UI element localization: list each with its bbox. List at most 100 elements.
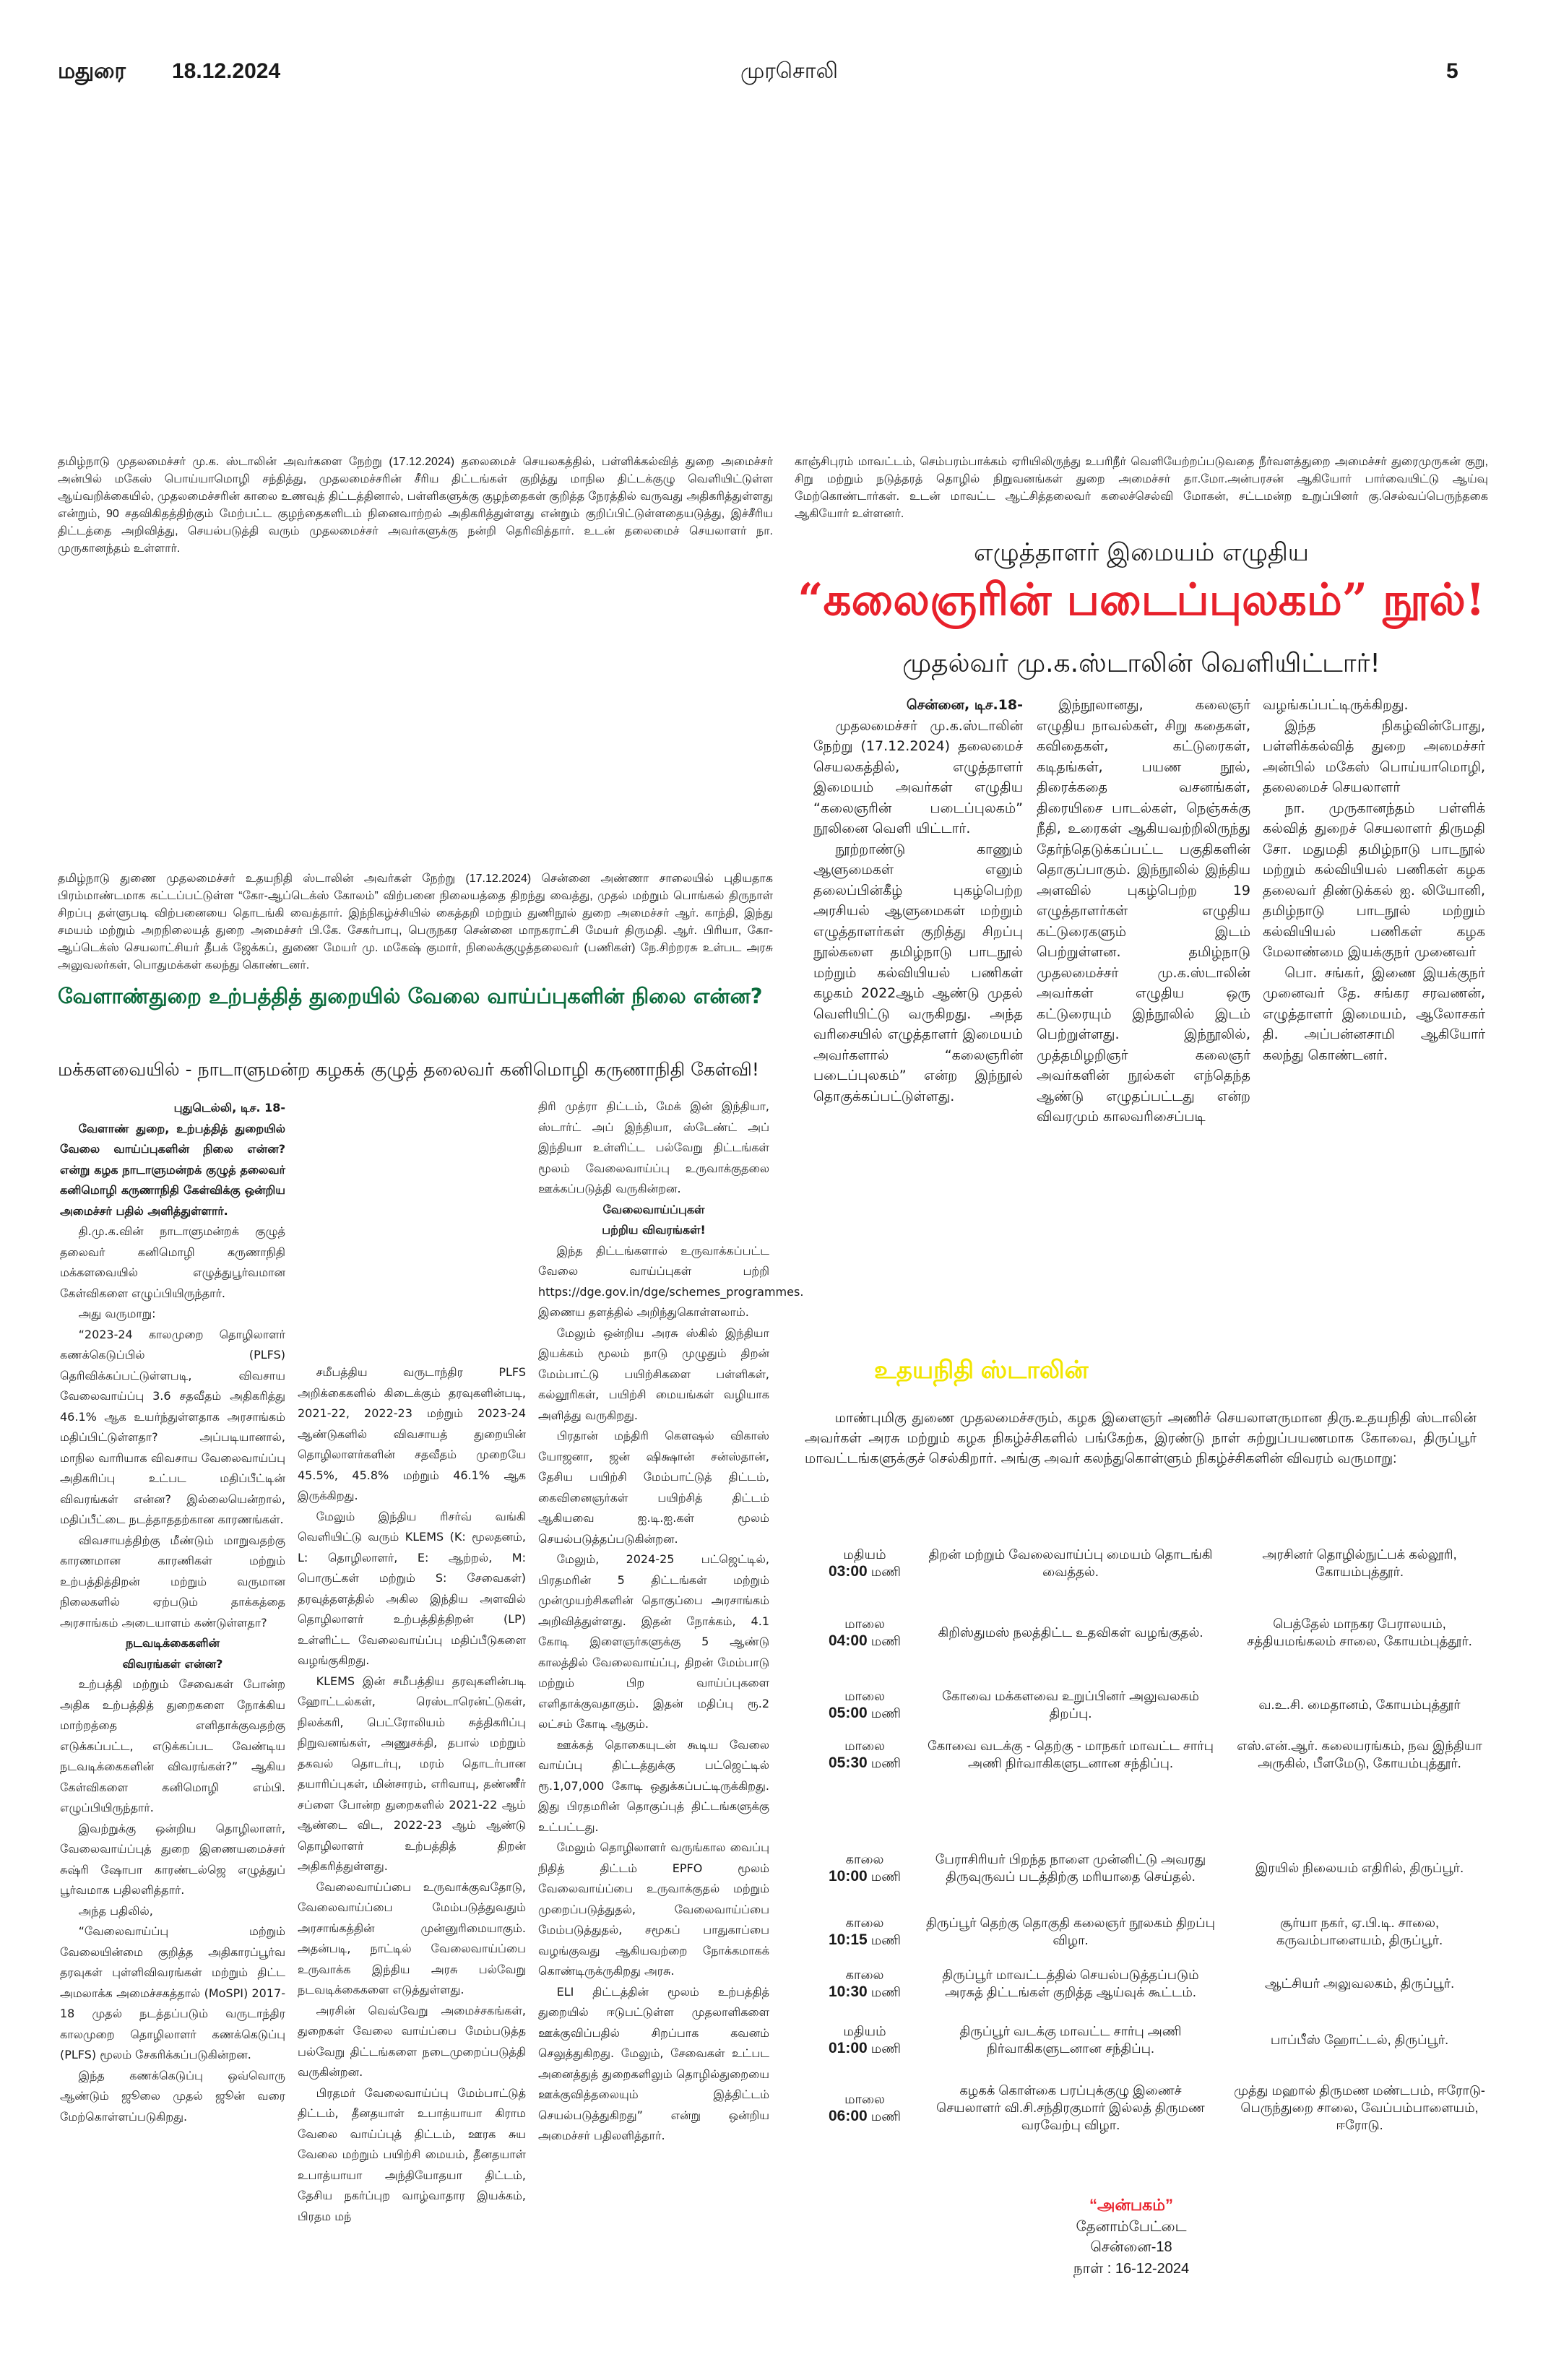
schedule-period: காலை [845,1852,884,1866]
schedule-venue: முத்து மஹால் திருமண மண்டபம், ஈரோடு-பெருந… [1234,2083,1485,2132]
paragraph: இந்நூலானது, கலைஞர் எழுதிய நாவல்கள், சிறு… [1037,697,1250,1125]
schedule-clock: 01:00 [829,2040,868,2056]
paragraph: மேலும், 2024-25 பட்ஜெட்டில், பிரதமரின் 5… [538,1552,769,1731]
paragraph: பொ. சங்கர், இணை இயக்குநர் முனைவர் தே. சங… [1263,964,1485,1063]
schedule-period: மாலை [844,1739,885,1753]
schedule-venue: பெத்தேல் மாநகர பேராலயம், சத்தியமங்கலம் ச… [1247,1617,1472,1648]
schedule-unit: மணி [870,1869,901,1884]
paragraph: “வேலைவாய்ப்பு மற்றும் வேலையின்மை குறித்த… [60,1924,285,2061]
schedule-clock: 04:00 [829,1632,868,1649]
schedule-event: திருப்பூர் வடக்கு மாவட்ட சார்பு அணி நிர்… [959,2024,1182,2056]
schedule-period: மதியம் [843,1547,886,1562]
schedule-row: மதியம் 03:00 மணி திறன் மற்றும் வேலைவாய்ப்ப… [803,1546,1497,1580]
paragraph: அது வருமாறு: [78,1307,156,1320]
paragraph: இந்த திட்டங்களால் உருவாக்கப்பட்ட வேலை வா… [538,1243,804,1320]
employment-subheadline-wrap: மக்களவையில் - நாடாளுமன்ற கழகக் குழுத் தல… [58,1059,773,1083]
book-article-headline: “கலைஞரின் படைப்புலகம்” நூல்! [798,574,1485,626]
schedule-row: மாலை 05:00 மணி கோவை மக்களவை உறுப்பினர் அலு… [803,1687,1497,1722]
schedule-clock: 06:00 [829,2108,868,2124]
schedule-event: திறன் மற்றும் வேலைவாய்ப்பு மையம் தொடங்கி… [928,1547,1213,1579]
photo-caption-chembarambakkam: காஞ்சிபுரம் மாவட்டம், செம்பரம்பாக்கம் ஏர… [795,456,1488,520]
paragraph: மேலும் ஒன்றிய அரசு ஸ்கில் இந்தியா இயக்கம… [538,1325,769,1422]
schedule-clock: 05:00 [829,1705,868,1721]
paragraph: அந்த பதிலில், [78,1903,153,1918]
schedule-unit: மணி [870,1634,901,1648]
paragraph: இவற்றுக்கு ஒன்றிய தொழிலாளர், வேலைவாய்ப்ப… [60,1821,285,1897]
schedule-event: கழகக் கொள்கை பரப்புக்குழு இணைச் செயலாளர்… [936,2083,1205,2132]
page-number: 5 [1446,59,1458,83]
subheading: வேலைவாய்ப்புகள் [602,1202,705,1216]
schedule-time: மதியம் 01:00 மணி [803,2022,926,2057]
paragraph: வழங்கப்பட்டிருக்கிறது. [1263,697,1409,713]
paragraph: “2023-24 காலமுறை தொழிலாளர் கணக்கெடுப்பில… [60,1327,285,1527]
schedule-time: மாலை 06:00 மணி [803,2090,926,2125]
schedule-period: மாலை [844,1617,885,1631]
subheading: விவரங்கள் என்ன? [122,1656,223,1671]
masthead: முரசொலி [740,59,838,83]
schedule-unit: மணி [870,2109,901,2124]
schedule-venue: எஸ்.என்.ஆர். கலையரங்கம், நவ இந்தியா அருக… [1237,1739,1482,1770]
book-article-column-3: வழங்கப்பட்டிருக்கிறது. இந்த நிகழ்வின்போது… [1263,695,1485,1065]
paragraph: ஊக்கத் தொகையுடன் கூடிய வேலை வாய்ப்பு திட… [538,1737,769,1834]
schedule-heading: உதயநிதி ஸ்டாலின் [874,1356,1089,1384]
subheading: நடவடிக்கைகளின் [125,1636,220,1650]
book-article-column-1: சென்னை, டிச.18- முதலமைச்சர் மு.க.ஸ்டாலின… [813,695,1023,1107]
employment-column-3: திரி முத்ரா திட்டம், மேக் இன் இந்தியா, ஸ… [538,1096,804,2147]
footer-date: நாள் : 16-12-2024 [987,2261,1276,2279]
paragraph: நூற்றாண்டு காணும் ஆளுமைகள் எனும் தலைப்பி… [813,841,1023,1104]
schedule-row: மதியம் 01:00 மணி திருப்பூர் வடக்கு மாவட்ட … [803,2022,1497,2057]
paragraph: விவசாயத்திற்கு மீண்டும் மாறுவதற்கு காரணம… [60,1533,285,1630]
schedule-unit: மணி [870,1706,901,1721]
schedule-event: பேராசிரியர் பிறந்த நாளை முன்னிட்டு அவரது… [935,1852,1206,1884]
photo-caption-education: தமிழ்நாடு முதலமைச்சர் மு.க. ஸ்டாலின் அவர… [58,456,773,555]
photo-caption-cooptex: தமிழ்நாடு துணை முதலமைச்சர் உதயநிதி ஸ்டால… [58,873,774,972]
paragraph: உற்பத்தி மற்றும் சேவைகள் போன்ற அதிக உற்ப… [60,1677,285,1814]
paragraph: வேளாண் துறை, உற்பத்தித் துறையில் வேலை வா… [60,1121,285,1218]
footer-area: தேனாம்பேட்டை [1076,2219,1187,2235]
schedule-time: மாலை 05:30 மணி [803,1737,926,1772]
schedule-period: காலை [845,1916,884,1930]
paragraph: KLEMS இன் சமீபத்திய தரவுகளின்படி ஹோட்டல்… [298,1674,526,1874]
paragraph: அரசின் வெவ்வேறு அமைச்சகங்கள், துறைகள் வே… [298,2003,526,2080]
paragraph: மேலும் தொழிலாளர் வருங்கால வைப்பு நிதித் … [538,1840,769,1978]
employment-subheadline: மக்களவையில் - நாடாளுமன்ற கழகக் குழுத் தல… [58,1059,759,1080]
schedule-venue: அரசினர் தொழில்நுட்பக் கல்லூரி, கோயம்புத்… [1262,1547,1457,1579]
footer-date-label: நாள் : [1073,2261,1112,2277]
schedule-period: மாலை [844,1689,885,1703]
schedule-time: காலை 10:15 மணி [803,1914,926,1949]
schedule-venue: வ.உ.சி. மைதானம், கோயம்புத்தூர் [1258,1697,1461,1712]
schedule-unit: மணி [870,2041,901,2056]
book-article-headline-wrap: “கலைஞரின் படைப்புலகம்” நூல்! [795,574,1488,631]
employment-headline-wrap: வேளாண்துறை உற்பத்தித் துறையில் வேலை வாய்… [58,984,773,1011]
schedule-unit: மணி [870,1756,901,1770]
book-article-dateline: சென்னை, டிச.18- [906,697,1023,713]
book-article-column-2: இந்நூலானது, கலைஞர் எழுதிய நாவல்கள், சிறு… [1037,695,1250,1128]
paragraph: நா. முருகானந்தம் பள்ளிக் கல்வித் துறைச் … [1263,800,1485,961]
schedule-time: காலை 10:00 மணி [803,1851,926,1885]
book-article-subheadline: முதல்வர் மு.க.ஸ்டாலின் வெளியிட்டார்! [902,649,1380,678]
schedule-unit: மணி [870,1933,901,1947]
subheading: பற்றிய விவரங்கள்! [602,1223,706,1237]
schedule-time: காலை 10:30 மணி [803,1966,926,2001]
paragraph: திரி முத்ரா திட்டம், மேக் இன் இந்தியா, ஸ… [538,1099,769,1195]
schedule-time: மாலை 04:00 மணி [803,1615,926,1650]
paragraph: வேலைவாய்ப்பை உருவாக்குவதோடு, வேலைவாய்ப்ப… [298,1879,526,1997]
employment-headline: வேளாண்துறை உற்பத்தித் துறையில் வேலை வாய்… [58,984,763,1008]
schedule-event: திருப்பூர் தெற்கு தொகுதி கலைஞர் நூலகம் த… [926,1916,1215,1947]
footer-date-value: 16-12-2024 [1115,2261,1190,2277]
footer-city: சென்னை-18 [1090,2239,1172,2255]
paragraph: சமீபத்திய வருடாந்திர PLFS அறிக்கைகளில் க… [298,1365,526,1502]
edition-date: 18.12.2024 [172,59,281,83]
schedule-unit: மணி [870,1565,901,1579]
paragraph: இந்த நிகழ்வின்போது, பள்ளிக்கல்வித் துறை … [1263,717,1485,796]
paragraph: மேலும் இந்திய ரிசர்வ் வங்கி வெளியிட்டு வ… [298,1509,526,1668]
schedule-row: மாலை 05:30 மணி கோவை வடக்கு - தெற்கு - மாநக… [803,1737,1497,1772]
edition-city: மதுரை [58,59,126,83]
schedule-event: கிறிஸ்துமஸ் நலத்திட்ட உதவிகள் வழங்குதல். [938,1625,1203,1640]
schedule-time: மாலை 05:00 மணி [803,1687,926,1722]
paragraph: இந்த கணக்கெடுப்பு ஒவ்வொரு ஆண்டும் ஜூலை ம… [60,2068,285,2124]
schedule-clock: 10:30 [829,1983,868,2000]
footer-office: “அன்பகம்” [1089,2196,1173,2214]
schedule-row: காலை 10:30 மணி திருப்பூர் மாவட்டத்தில் செய… [803,1966,1497,2001]
